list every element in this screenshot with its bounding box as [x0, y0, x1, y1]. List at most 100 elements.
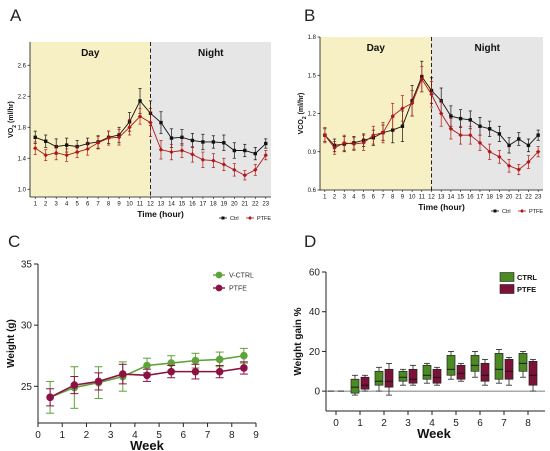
data-point — [242, 173, 248, 178]
data-point — [351, 141, 357, 147]
data-point — [118, 370, 127, 378]
x-tick-label: 6 — [181, 430, 187, 441]
legend-marker — [520, 209, 524, 213]
y-axis-title: Weight gain % — [293, 307, 304, 375]
x-tick-label: 9 — [253, 430, 259, 441]
x-tick-label: 1 — [34, 202, 38, 208]
box — [374, 370, 384, 386]
night-region — [150, 42, 271, 197]
x-tick-label: 9 — [117, 202, 121, 208]
data-point — [138, 99, 142, 103]
x-tick-label: 5 — [156, 430, 162, 441]
data-point — [190, 152, 195, 157]
panel-d: 0 20 40 60 0 1 2 3 4 5 6 7 8 D Week Weight gain % CTRL PT… — [293, 232, 545, 441]
data-point — [64, 152, 69, 158]
data-point — [94, 377, 103, 386]
x-tick-label: 14 — [448, 195, 455, 201]
data-point — [137, 114, 143, 119]
panel-a: 1.01.41.82.22.61 2 3 4 5 6 7 8 9 10 11 12 13 14 15 16 17… — [8, 6, 271, 222]
legend-label: Ctrl — [230, 216, 239, 222]
y-axis-title: Weight (g) — [6, 319, 17, 368]
y-tick-label: 1.8 — [18, 125, 27, 131]
box — [422, 364, 432, 380]
data-point — [516, 167, 521, 172]
x-tick-label: 1 — [59, 430, 65, 441]
data-point — [240, 364, 248, 372]
data-point — [191, 367, 200, 376]
day-region — [320, 37, 432, 190]
x-tick-label: 2 — [333, 195, 337, 201]
panel-c: 25 30 35 0 1 2 3 4 5 6 7 8 9 C Week Weight (g) V-CTRL PTF… — [6, 232, 259, 451]
data-point — [106, 135, 111, 141]
data-point — [180, 135, 184, 140]
day-label: Day — [367, 43, 386, 54]
x-tick-label: 19 — [221, 202, 228, 208]
x-tick-label: 6 — [86, 202, 90, 208]
data-point — [536, 133, 540, 137]
y-tick-label: 2.6 — [18, 63, 27, 69]
x-tick-label: 10 — [126, 202, 133, 208]
x-tick-label: 21 — [241, 202, 248, 208]
data-point — [449, 114, 453, 118]
x-tick-label: 20 — [231, 202, 238, 208]
data-point — [506, 163, 512, 168]
x-tick-label: 7 — [96, 202, 100, 208]
x-tick-label: 15 — [457, 195, 464, 201]
y-axis-title: VO2 (ml/hr) — [8, 101, 18, 138]
x-tick-label: 17 — [477, 195, 484, 201]
box — [408, 368, 418, 384]
y-tick-label: 1.5 — [308, 73, 317, 79]
box — [518, 353, 528, 372]
data-point — [85, 146, 90, 152]
data-point — [158, 147, 164, 152]
x-tick-label: 7 — [501, 418, 507, 429]
data-point — [535, 149, 541, 154]
data-point — [487, 149, 492, 154]
y-tick-label: 1.8 — [308, 35, 317, 41]
legend-label: PTFE — [529, 209, 543, 215]
x-tick-label: 14 — [168, 202, 175, 208]
data-point — [371, 132, 376, 138]
y-axis-title-unit: (ml/hr) — [298, 93, 305, 117]
panel-letter: C — [8, 232, 20, 251]
x-tick-label: 22 — [252, 202, 259, 208]
legend-marker — [221, 216, 225, 220]
data-point — [190, 138, 195, 143]
data-point — [468, 118, 472, 122]
legend-label: PTFE — [517, 285, 536, 294]
panel-letter: B — [304, 6, 315, 25]
x-tick-label: 13 — [438, 195, 445, 201]
data-point — [361, 140, 366, 146]
data-point — [419, 76, 425, 82]
data-point — [342, 140, 347, 146]
legend-label: PTFE — [229, 286, 247, 293]
box — [360, 376, 370, 390]
data-point — [116, 135, 122, 140]
data-point — [143, 361, 151, 370]
box — [504, 359, 514, 380]
x-tick-label: 12 — [428, 195, 435, 201]
y-tick-label: 1.0 — [18, 187, 27, 193]
data-point — [253, 151, 257, 156]
night-label: Night — [198, 48, 224, 59]
data-point — [517, 137, 521, 141]
x-tick-label: 4 — [65, 202, 69, 208]
data-point — [526, 143, 531, 148]
y-tick-label: 1.4 — [18, 156, 27, 162]
y-tick-label: 0.6 — [308, 188, 317, 194]
x-tick-label: 5 — [362, 195, 366, 201]
x-tick-label: 5 — [75, 202, 79, 208]
ptfe-series — [322, 65, 541, 176]
data-point — [497, 154, 502, 160]
x-tick-label: 3 — [343, 195, 347, 201]
data-point — [179, 148, 185, 153]
x-tick-label: 18 — [210, 202, 217, 208]
y-axis-title: VCO2 (ml/hr) — [298, 93, 308, 135]
x-axis-title: Week — [130, 438, 164, 451]
legend-swatch — [499, 272, 515, 282]
x-tick-label: 0 — [35, 430, 41, 441]
x-tick-label: 6 — [477, 418, 483, 429]
data-point — [215, 367, 224, 376]
y-tick-label: 25 — [21, 382, 33, 393]
y-tick-label: 0 — [314, 387, 320, 398]
